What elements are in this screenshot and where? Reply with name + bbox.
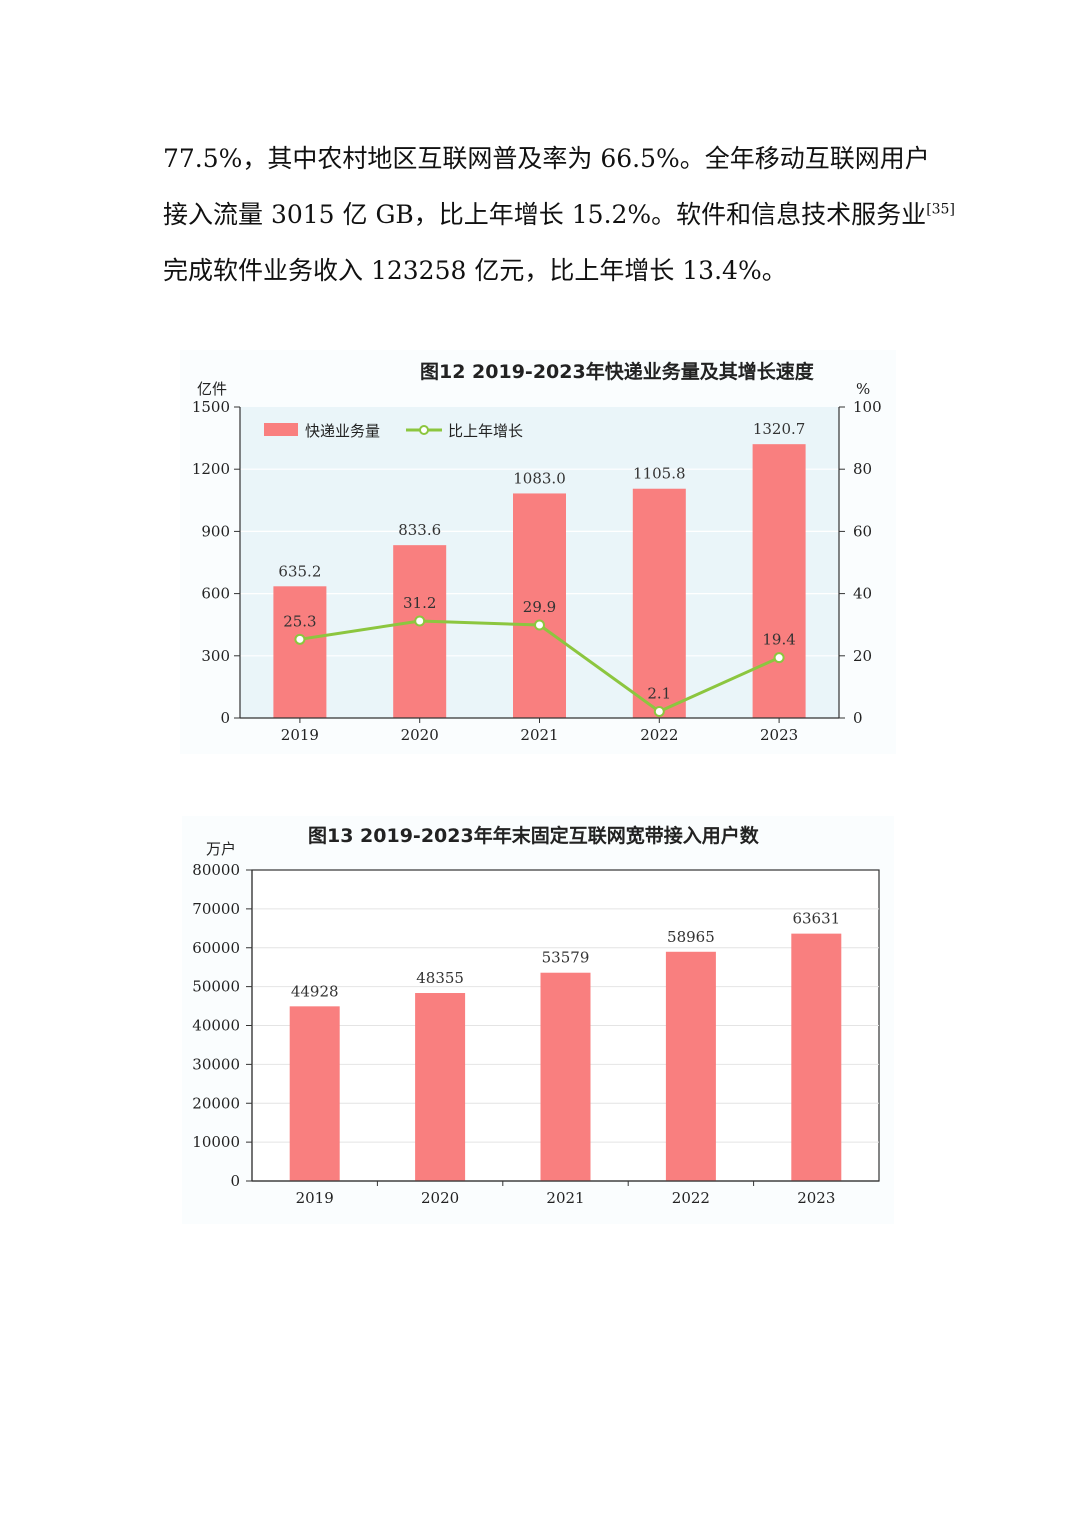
y-tick-label-right: 100 <box>853 398 882 416</box>
express-volume-chart-svg: 图12 2019-2023年快递业务量及其增长速度 亿件 % 635.2 833.… <box>180 350 896 754</box>
y-tick-label-right: 40 <box>853 585 872 603</box>
y-tick-label-left: 300 <box>201 647 230 665</box>
legend: 快递业务量 比上年增长 <box>264 422 523 440</box>
bar-2019 <box>273 586 327 718</box>
x-tick-label: 2020 <box>421 1189 459 1207</box>
paragraph-line-3: 完成软件业务收入 123258 亿元，比上年增长 13.4%。 <box>163 256 787 285</box>
chart-title: 图12 2019-2023年快递业务量及其增长速度 <box>420 360 815 383</box>
y-tick-label: 20000 <box>192 1094 240 1112</box>
x-tick-label: 2023 <box>797 1189 835 1207</box>
y-tick-label-right: 0 <box>853 709 863 727</box>
x-tick-label: 2021 <box>520 726 558 744</box>
bar-value-label: 63631 <box>792 910 840 928</box>
x-tick-label: 2019 <box>296 1189 334 1207</box>
bar-value-label: 53579 <box>542 949 590 967</box>
growth-value-label: 31.2 <box>403 594 436 612</box>
broadband-users-chart-svg: 图13 2019-2023年年末固定互联网宽带接入用户数 万户 44928 483… <box>182 816 894 1224</box>
growth-point-2020 <box>414 615 426 627</box>
x-tick-label: 2021 <box>546 1189 584 1207</box>
x-tick-label: 2019 <box>281 726 319 744</box>
bar-2020 <box>415 993 466 1181</box>
growth-point-2023 <box>773 652 785 664</box>
y-tick-label: 50000 <box>192 978 240 996</box>
bar-2019 <box>289 1006 340 1181</box>
y-tick-label-left: 0 <box>220 709 230 727</box>
growth-value-label: 25.3 <box>283 612 316 630</box>
bar-value-label: 833.6 <box>398 521 441 539</box>
y-tick-label-left: 600 <box>201 585 230 603</box>
y-tick-label-right: 20 <box>853 647 872 665</box>
growth-value-label: 19.4 <box>762 631 795 649</box>
y-tick-label: 70000 <box>192 900 240 918</box>
bar-value-label: 48355 <box>416 969 464 987</box>
y-tick-label: 40000 <box>192 1017 240 1035</box>
bar-value-label: 58965 <box>667 928 715 946</box>
growth-value-label: 2.1 <box>647 684 671 702</box>
y-tick-label: 60000 <box>192 939 240 957</box>
y-tick-label-right: 60 <box>853 522 872 540</box>
bar-value-label: 1083.0 <box>513 469 566 487</box>
y-axis-unit-left: 亿件 <box>197 380 227 398</box>
footnote-marker: [35] <box>926 201 955 218</box>
chart-title: 图13 2019-2023年年末固定互联网宽带接入用户数 <box>308 824 760 847</box>
paragraph-line-1: 77.5%，其中农村地区互联网普及率为 66.5%。全年移动互联网用户 <box>163 144 930 173</box>
y-tick-label: 10000 <box>192 1133 240 1151</box>
bar-2023 <box>752 444 806 718</box>
body-paragraph: 77.5%，其中农村地区互联网普及率为 66.5%。全年移动互联网用户 接入流量… <box>163 131 955 299</box>
bar-2020 <box>393 545 447 718</box>
broadband-users-chart: 图13 2019-2023年年末固定互联网宽带接入用户数 万户 44928 483… <box>182 816 894 1224</box>
paragraph-line-2-text: 接入流量 3015 亿 GB，比上年增长 15.2%。软件和信息技术服务业 <box>163 200 927 229</box>
growth-point-2021 <box>534 619 545 631</box>
bar-2021 <box>540 972 591 1181</box>
bar-2022 <box>632 488 686 718</box>
y-tick-label: 80000 <box>192 861 240 879</box>
bar-value-label: 635.2 <box>278 562 321 580</box>
bar-2023 <box>791 933 842 1181</box>
legend-bar-swatch <box>264 423 298 436</box>
y-tick-label-left: 1500 <box>192 398 230 416</box>
growth-point-2019 <box>294 633 306 645</box>
y-axis-unit-right: % <box>856 380 870 398</box>
y-axis-unit: 万户 <box>206 840 236 858</box>
x-tick-label: 2022 <box>672 1189 710 1207</box>
paragraph-line-2: 接入流量 3015 亿 GB，比上年增长 15.2%。软件和信息技术服务业[35… <box>163 187 955 243</box>
y-tick-label-left: 1200 <box>192 460 230 478</box>
x-tick-label: 2023 <box>760 726 798 744</box>
x-tick-label: 2022 <box>640 726 678 744</box>
bar-value-label: 44928 <box>291 982 339 1000</box>
x-tick-label: 2020 <box>401 726 439 744</box>
legend-bar-label: 快递业务量 <box>305 422 380 440</box>
bar-2021 <box>513 493 566 718</box>
legend-line-label: 比上年增长 <box>448 422 523 440</box>
y-tick-label-left: 900 <box>201 522 230 540</box>
y-tick-label-right: 80 <box>853 460 872 478</box>
y-tick-label: 0 <box>230 1172 240 1190</box>
bar-value-label: 1320.7 <box>753 420 806 438</box>
growth-point-2022 <box>653 705 665 717</box>
y-tick-label: 30000 <box>192 1055 240 1073</box>
bar-2022 <box>665 951 716 1181</box>
bar-value-label: 1105.8 <box>633 465 686 483</box>
express-volume-chart: 图12 2019-2023年快递业务量及其增长速度 亿件 % 635.2 833.… <box>180 350 896 754</box>
legend-line-marker <box>419 425 429 435</box>
growth-value-label: 29.9 <box>523 598 556 616</box>
